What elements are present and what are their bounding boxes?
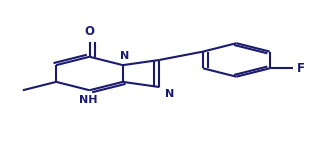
Text: O: O [84, 25, 94, 38]
Text: F: F [297, 62, 305, 75]
Text: N: N [120, 51, 129, 61]
Text: N: N [165, 89, 175, 99]
Text: NH: NH [79, 95, 97, 105]
